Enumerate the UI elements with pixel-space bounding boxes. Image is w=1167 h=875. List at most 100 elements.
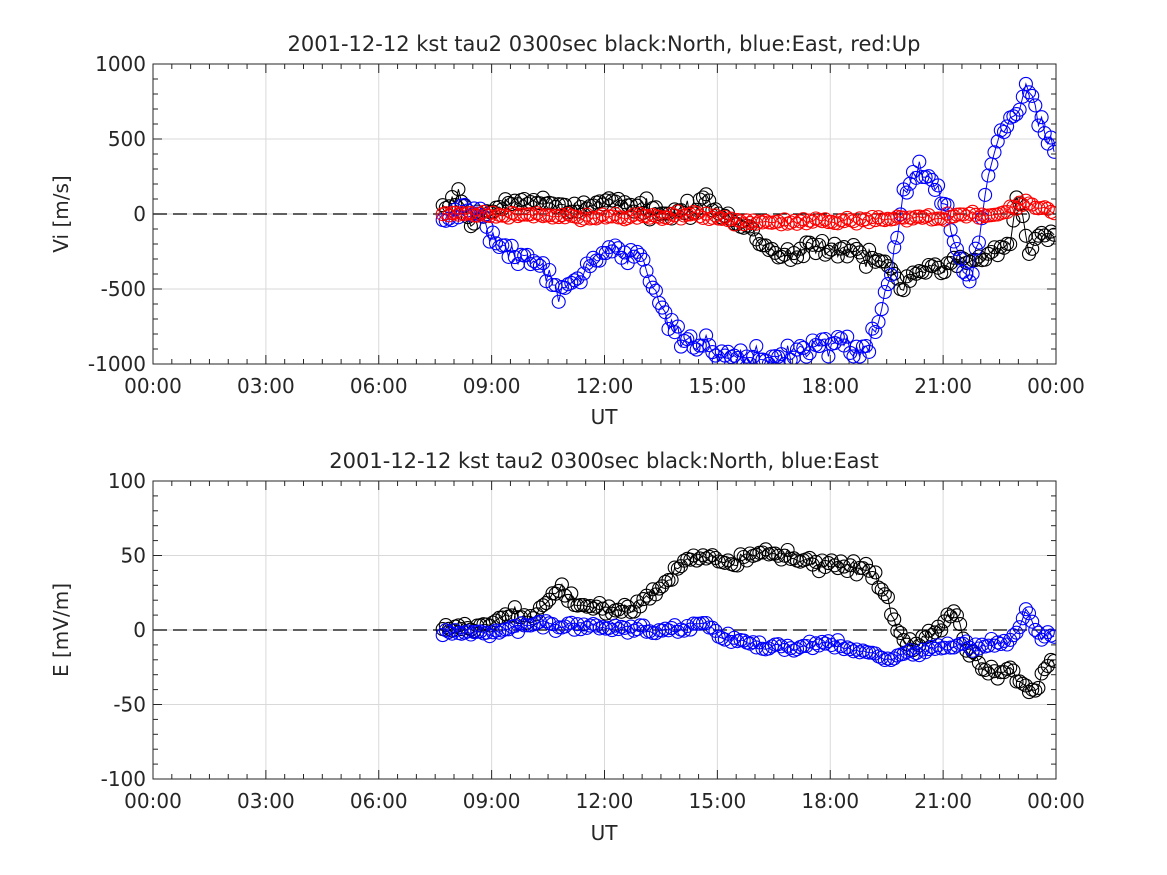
velocity-data-point	[1047, 206, 1056, 221]
velocity-data-point	[978, 187, 993, 202]
efield-x-tick-label: 09:00	[463, 789, 521, 813]
velocity-data-point	[783, 352, 798, 364]
velocity-data-point	[962, 274, 977, 289]
efield-y-tick-label: 100	[108, 469, 146, 493]
velocity-y-axis-label: Vi [m/s]	[49, 175, 73, 252]
efield-data-point	[1025, 614, 1040, 629]
efield-data-point	[940, 607, 955, 622]
velocity-data-point	[931, 178, 946, 193]
efield-data-point	[507, 600, 522, 615]
velocity-data-point	[1021, 85, 1037, 100]
efield-x-tick-label: 06:00	[350, 789, 408, 813]
efield-chart-title: 2001-12-12 kst tau2 0300sec black:North,…	[329, 449, 878, 473]
velocity-data-point	[840, 329, 855, 344]
efield-data-point	[1009, 674, 1024, 689]
velocity-data-point	[793, 339, 808, 354]
efield-data-point	[736, 633, 751, 648]
velocity-series-line	[442, 189, 1055, 291]
velocity-data-point	[1043, 224, 1056, 239]
velocity-data-point	[965, 266, 980, 281]
velocity-data-point	[633, 247, 648, 263]
efield-data-point	[702, 549, 717, 564]
velocity-data-point	[1043, 130, 1056, 145]
velocity-data-point	[909, 266, 924, 281]
velocity-data-point	[623, 197, 638, 212]
velocity-data-point	[852, 245, 867, 260]
velocity-data-point	[532, 258, 547, 273]
velocity-data-point	[1028, 98, 1043, 113]
velocity-data-point	[981, 168, 996, 183]
efield-data-point	[946, 604, 961, 619]
velocity-data-point	[880, 277, 895, 292]
velocity-data-point	[927, 182, 943, 197]
velocity-data-point	[695, 190, 711, 205]
velocity-data-point	[608, 238, 623, 253]
efield-data-point	[868, 565, 883, 580]
velocity-x-tick-label: 15:00	[689, 374, 747, 398]
velocity-data-point	[899, 185, 914, 200]
efield-x-axis-label: UT	[591, 821, 619, 845]
velocity-axes-frame	[152, 63, 1057, 365]
velocity-y-tick-label: 500	[108, 127, 146, 151]
efield-data-point	[855, 561, 870, 576]
velocity-data-point	[1034, 110, 1049, 125]
velocity-x-tick-label: 06:00	[350, 374, 408, 398]
velocity-x-tick-label: 21:00	[914, 374, 972, 398]
efield-data-point	[789, 642, 805, 657]
velocity-data-point	[868, 254, 883, 269]
electric-field-panel: 2001-12-12 kst tau2 0300sec black:North,…	[49, 449, 1085, 845]
efield-data-point	[539, 614, 554, 629]
velocity-data-point	[699, 328, 714, 343]
velocity-data-point	[504, 196, 519, 212]
velocity-data-point	[1009, 107, 1024, 122]
velocity-data-point	[573, 275, 588, 290]
velocity-data-point	[852, 349, 867, 364]
velocity-x-tick-label: 03:00	[237, 374, 295, 398]
efield-data-point	[554, 577, 569, 592]
efield-data-point	[880, 590, 895, 605]
efield-data-point	[539, 596, 554, 611]
velocity-y-tick-label: -500	[101, 277, 146, 301]
velocity-data-point	[968, 252, 983, 268]
velocity-data-point	[504, 238, 519, 253]
velocity-data-point	[874, 302, 889, 317]
velocity-data-point	[1047, 144, 1056, 159]
velocity-data-point	[567, 273, 582, 288]
efield-data-point	[949, 608, 964, 623]
velocity-panel: 2001-12-12 kst tau2 0300sec black:North,…	[49, 32, 1085, 429]
efield-data-point	[1006, 663, 1021, 678]
efield-data-point	[655, 623, 670, 638]
efield-data-point	[815, 553, 830, 568]
efield-data-point	[1003, 660, 1018, 675]
efield-y-tick-label: -50	[113, 693, 146, 717]
velocity-y-tick-label: -1000	[88, 352, 146, 376]
efield-data-point	[598, 606, 613, 621]
velocity-data-point	[868, 324, 883, 340]
efield-data-point	[971, 641, 986, 656]
velocity-data-point	[611, 191, 626, 206]
efield-data-point	[608, 618, 623, 633]
velocity-data-point	[833, 331, 848, 346]
efield-data-point	[1037, 629, 1052, 644]
efield-data-point	[862, 645, 877, 660]
velocity-data	[435, 76, 1056, 364]
velocity-data-point	[805, 237, 820, 252]
velocity-data-point	[849, 339, 864, 354]
efield-x-tick-label: 18:00	[801, 789, 859, 813]
velocity-data-point	[899, 213, 914, 228]
efield-data-point	[1018, 602, 1033, 617]
efield-data-point	[978, 662, 993, 678]
velocity-data-point	[921, 169, 936, 184]
velocity-data-point	[655, 300, 670, 315]
velocity-data-point	[526, 192, 541, 208]
efield-x-tick-label: 03:00	[237, 789, 295, 813]
velocity-data-point	[862, 344, 877, 359]
velocity-data-point	[749, 339, 764, 354]
velocity-x-tick-label: 00:00	[1027, 374, 1085, 398]
velocity-data-point	[586, 250, 601, 265]
velocity-data-point	[488, 236, 504, 251]
velocity-data-point	[937, 212, 952, 227]
efield-data-point	[1047, 653, 1056, 669]
velocity-data-point	[789, 250, 805, 265]
efield-data-point	[727, 630, 742, 645]
